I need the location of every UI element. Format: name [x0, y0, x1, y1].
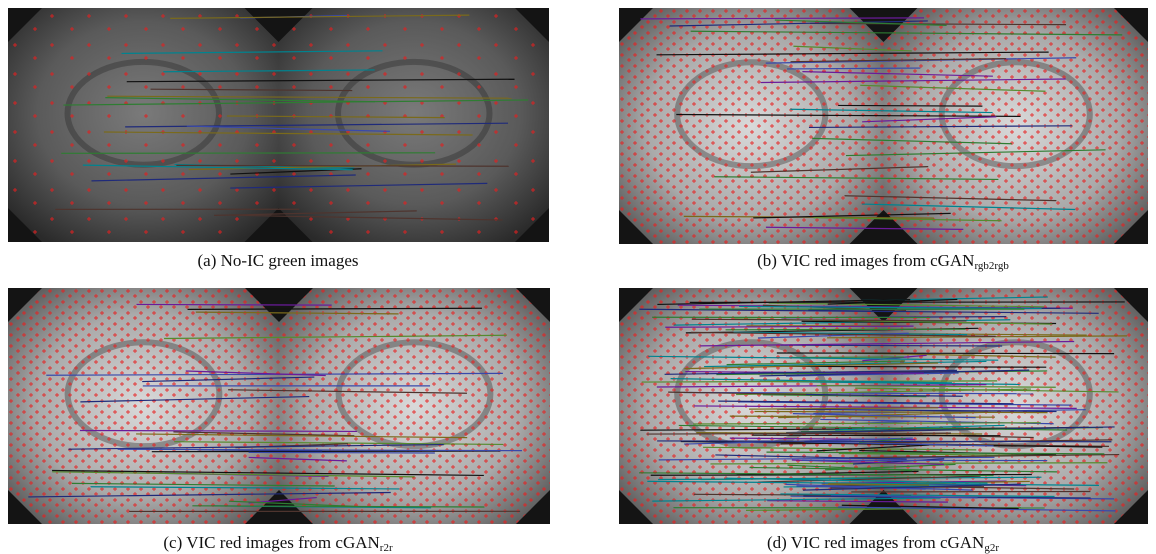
image-panel — [619, 288, 1148, 524]
feature-points — [8, 8, 279, 242]
caption-label: (d) — [767, 533, 787, 552]
match-line — [780, 345, 1002, 346]
match-line — [152, 451, 501, 452]
match-line — [777, 353, 1114, 354]
caption-subscript: rgb2rgb — [974, 260, 1008, 272]
image-panel — [8, 8, 549, 242]
feature-points — [8, 288, 279, 524]
feature-points — [619, 8, 884, 244]
match-line — [137, 304, 332, 305]
match-line — [657, 441, 1111, 442]
caption-subscript: r2r — [380, 542, 393, 554]
match-line — [249, 452, 435, 453]
match-line — [61, 153, 435, 154]
page: (a) No-IC green images (b) VIC red image… — [0, 0, 1156, 554]
match-line — [752, 435, 1000, 436]
caption-subscript: g2r — [984, 542, 999, 554]
image-panel — [619, 8, 1148, 244]
caption: (c) VIC red images from cGANr2r — [0, 533, 558, 554]
caption: (a) No-IC green images — [0, 251, 558, 271]
caption: (d) VIC red images from cGANg2r — [603, 533, 1156, 554]
caption-label: (b) — [757, 251, 777, 270]
match-line — [726, 329, 966, 330]
caption-label: (a) — [198, 251, 217, 270]
match-line — [838, 105, 982, 106]
caption-text: VIC red images from cGAN — [186, 533, 380, 552]
caption-label: (c) — [163, 533, 182, 552]
image-panel — [8, 288, 550, 524]
caption-text: VIC red images from cGAN — [781, 251, 975, 270]
caption: (b) VIC red images from cGANrgb2rgb — [603, 251, 1156, 272]
match-line — [787, 68, 920, 69]
caption-text: VIC red images from cGAN — [791, 533, 985, 552]
caption-text: No-IC green images — [221, 251, 359, 270]
